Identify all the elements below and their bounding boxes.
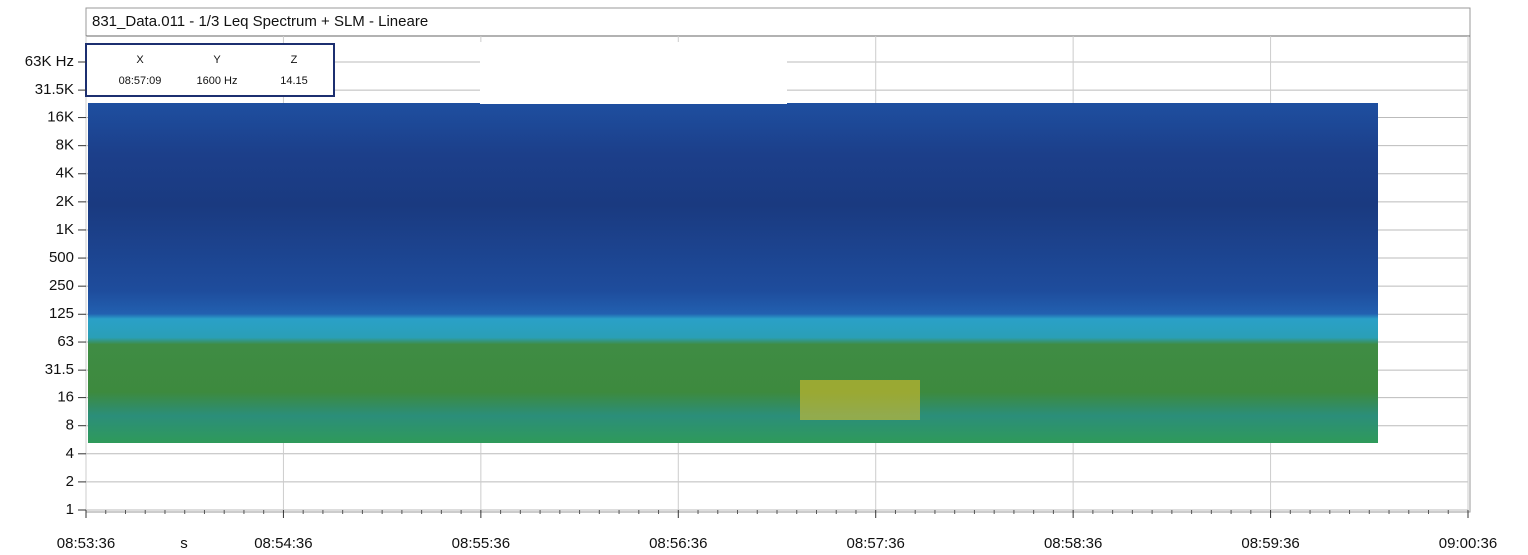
- spectrogram: [88, 103, 1378, 443]
- y-tick-label: 2: [66, 473, 74, 490]
- y-tick-label: 8: [66, 417, 74, 434]
- y-tick-label: 1K: [56, 221, 74, 238]
- x-tick-label: 08:55:36: [452, 535, 510, 552]
- y-tick-label: 8K: [56, 137, 74, 154]
- y-tick-label: 125: [49, 305, 74, 322]
- chart-title: 831_Data.011 - 1/3 Leq Spectrum + SLM - …: [92, 13, 428, 30]
- cursor-name: X: [136, 54, 144, 66]
- blank-patch: [480, 42, 787, 104]
- y-tick-label: 31.5K: [35, 81, 74, 98]
- cursor-box: X 08:57:09 Y 1600 Hz Z 14.15: [85, 43, 335, 97]
- y-tick-label: 63K Hz: [25, 53, 74, 70]
- x-tick-label: 08:57:36: [847, 535, 905, 552]
- x-tick-label: 08:59:36: [1241, 535, 1299, 552]
- x-axis-label: s: [180, 535, 188, 552]
- y-tick-label: 250: [49, 277, 74, 294]
- cursor-readout: 1600 Hz: [197, 75, 238, 87]
- hotspot: [800, 380, 920, 420]
- y-tick-label: 16K: [47, 109, 74, 126]
- x-tick-label: 08:54:36: [254, 535, 312, 552]
- y-tick-label: 4: [66, 445, 74, 462]
- y-tick-label: 2K: [56, 193, 74, 210]
- y-tick-label: 1: [66, 501, 74, 518]
- cursor-name: Z: [291, 54, 298, 66]
- y-tick-label: 500: [49, 249, 74, 266]
- cursor-frame: [85, 43, 335, 97]
- y-tick-label: 16: [57, 389, 74, 406]
- x-tick-label: 09:00:36: [1439, 535, 1497, 552]
- x-tick-label: 08:53:36: [57, 535, 115, 552]
- y-tick-label: 31.5: [45, 361, 74, 378]
- cursor-readout: 14.15: [280, 75, 308, 87]
- cursor-readout: 08:57:09: [119, 75, 162, 87]
- y-tick-label: 4K: [56, 165, 74, 182]
- cursor-name: Y: [213, 54, 221, 66]
- x-tick-label: 08:56:36: [649, 535, 707, 552]
- x-tick-label: 08:58:36: [1044, 535, 1102, 552]
- y-tick-label: 63: [57, 333, 74, 350]
